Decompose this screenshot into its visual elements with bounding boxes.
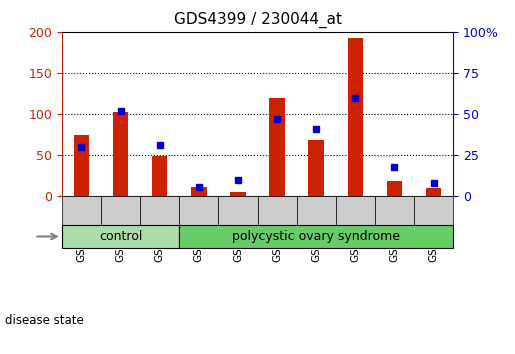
FancyBboxPatch shape <box>101 196 140 225</box>
Bar <box>387 181 402 196</box>
Text: disease state: disease state <box>5 314 84 327</box>
Bar <box>74 135 89 196</box>
Bar <box>426 188 441 196</box>
FancyBboxPatch shape <box>62 196 101 225</box>
FancyBboxPatch shape <box>179 225 453 248</box>
FancyBboxPatch shape <box>297 196 336 225</box>
FancyBboxPatch shape <box>336 196 375 225</box>
FancyBboxPatch shape <box>218 196 258 225</box>
Bar <box>269 98 285 196</box>
Bar <box>191 187 207 196</box>
Bar <box>348 39 363 196</box>
Bar <box>308 141 324 196</box>
FancyBboxPatch shape <box>140 196 179 225</box>
FancyBboxPatch shape <box>414 196 453 225</box>
FancyBboxPatch shape <box>62 225 179 248</box>
Title: GDS4399 / 230044_at: GDS4399 / 230044_at <box>174 12 341 28</box>
FancyBboxPatch shape <box>179 196 218 225</box>
FancyBboxPatch shape <box>375 196 414 225</box>
Text: polycystic ovary syndrome: polycystic ovary syndrome <box>232 230 400 243</box>
Bar <box>113 113 128 196</box>
Bar <box>152 156 167 196</box>
FancyBboxPatch shape <box>258 196 297 225</box>
Text: control: control <box>99 230 142 243</box>
Bar <box>230 192 246 196</box>
